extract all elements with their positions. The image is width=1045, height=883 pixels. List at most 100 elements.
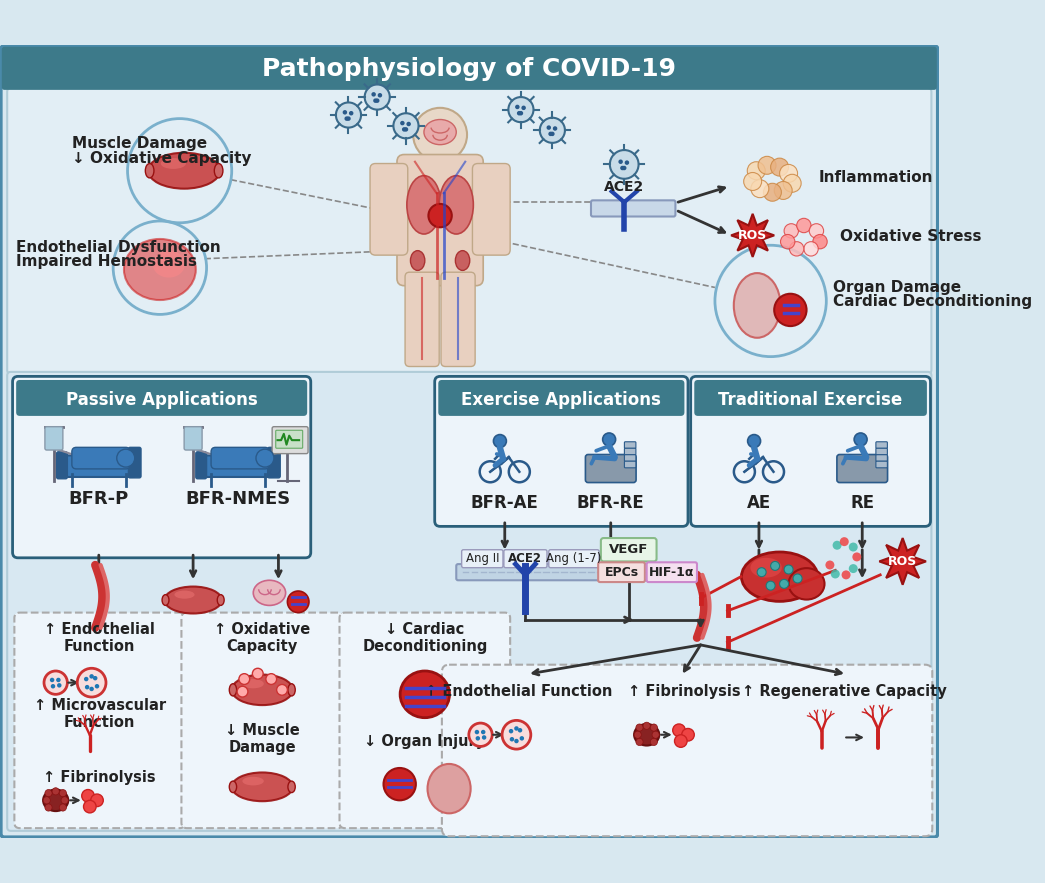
Circle shape	[56, 678, 61, 683]
FancyBboxPatch shape	[876, 442, 887, 449]
FancyBboxPatch shape	[876, 455, 887, 461]
Circle shape	[747, 162, 765, 179]
Circle shape	[643, 722, 650, 729]
Ellipse shape	[407, 176, 441, 234]
Circle shape	[51, 684, 55, 689]
Circle shape	[377, 93, 382, 97]
Circle shape	[402, 127, 407, 132]
Ellipse shape	[232, 675, 293, 706]
Circle shape	[758, 568, 766, 577]
Circle shape	[95, 684, 99, 689]
Circle shape	[673, 724, 686, 736]
Ellipse shape	[411, 251, 425, 270]
Text: BFR-RE: BFR-RE	[577, 494, 645, 512]
Circle shape	[346, 117, 351, 121]
Text: ↑ Fibrinolysis: ↑ Fibrinolysis	[44, 770, 156, 785]
Text: Ang (1-7): Ang (1-7)	[547, 552, 602, 565]
Circle shape	[831, 570, 840, 578]
Circle shape	[509, 728, 513, 734]
Text: RE: RE	[851, 494, 875, 512]
Circle shape	[393, 113, 419, 139]
FancyBboxPatch shape	[202, 456, 275, 477]
Circle shape	[636, 738, 643, 745]
Circle shape	[540, 117, 565, 143]
FancyBboxPatch shape	[340, 613, 510, 828]
Ellipse shape	[288, 683, 296, 696]
FancyBboxPatch shape	[647, 562, 697, 582]
Ellipse shape	[217, 594, 224, 606]
Circle shape	[603, 433, 616, 446]
Ellipse shape	[242, 679, 263, 689]
Ellipse shape	[161, 158, 186, 169]
Circle shape	[277, 684, 287, 695]
FancyBboxPatch shape	[585, 455, 636, 482]
Ellipse shape	[774, 294, 807, 326]
Circle shape	[253, 668, 263, 679]
Circle shape	[508, 97, 534, 122]
Ellipse shape	[742, 552, 818, 601]
Text: Cardiac Deconditioning: Cardiac Deconditioning	[834, 294, 1032, 309]
Text: Ang II: Ang II	[466, 552, 500, 565]
Ellipse shape	[750, 558, 782, 577]
Ellipse shape	[789, 568, 825, 600]
FancyBboxPatch shape	[625, 461, 636, 468]
Circle shape	[780, 164, 797, 183]
Ellipse shape	[145, 163, 154, 177]
Text: ACE2: ACE2	[509, 552, 542, 565]
FancyBboxPatch shape	[694, 380, 927, 416]
Circle shape	[519, 736, 525, 741]
Text: ↓ Cardiac
Deconditioning: ↓ Cardiac Deconditioning	[363, 622, 488, 654]
FancyBboxPatch shape	[182, 613, 343, 828]
Text: Pathophysiology of COVID-19: Pathophysiology of COVID-19	[262, 57, 676, 81]
Circle shape	[407, 122, 411, 126]
Circle shape	[764, 184, 782, 201]
Text: Muscle Damage: Muscle Damage	[72, 136, 207, 151]
Circle shape	[77, 668, 106, 697]
Circle shape	[91, 794, 103, 806]
Text: ROS: ROS	[738, 229, 767, 242]
Circle shape	[518, 111, 524, 116]
Circle shape	[345, 117, 349, 121]
Circle shape	[634, 731, 642, 738]
Circle shape	[43, 796, 50, 804]
Circle shape	[117, 449, 135, 467]
Text: Organ Damage: Organ Damage	[834, 280, 961, 295]
Circle shape	[45, 804, 52, 811]
Circle shape	[514, 726, 518, 731]
Circle shape	[854, 433, 867, 446]
Circle shape	[60, 804, 67, 811]
Circle shape	[636, 724, 643, 731]
Circle shape	[510, 737, 514, 742]
Ellipse shape	[427, 764, 470, 813]
FancyBboxPatch shape	[45, 426, 63, 450]
FancyBboxPatch shape	[276, 430, 303, 449]
FancyBboxPatch shape	[876, 461, 887, 468]
Circle shape	[475, 736, 480, 741]
Circle shape	[474, 730, 480, 735]
Circle shape	[469, 723, 492, 746]
FancyBboxPatch shape	[442, 665, 932, 836]
Circle shape	[774, 182, 792, 200]
Circle shape	[84, 676, 89, 682]
Circle shape	[813, 235, 828, 249]
Text: ↑ Endothelial Function: ↑ Endothelial Function	[425, 684, 612, 699]
Circle shape	[45, 789, 52, 796]
Circle shape	[619, 160, 623, 164]
Circle shape	[784, 565, 793, 574]
Ellipse shape	[214, 163, 223, 177]
Ellipse shape	[288, 781, 296, 793]
Ellipse shape	[124, 239, 195, 300]
Circle shape	[482, 736, 486, 740]
Circle shape	[82, 789, 94, 802]
Circle shape	[751, 179, 769, 198]
FancyBboxPatch shape	[504, 550, 547, 568]
Circle shape	[343, 110, 347, 115]
Circle shape	[256, 449, 274, 467]
Ellipse shape	[253, 580, 285, 606]
Circle shape	[747, 434, 761, 448]
FancyBboxPatch shape	[13, 376, 310, 558]
Circle shape	[237, 686, 248, 697]
FancyBboxPatch shape	[16, 380, 307, 416]
Ellipse shape	[232, 773, 293, 801]
Circle shape	[375, 98, 379, 103]
